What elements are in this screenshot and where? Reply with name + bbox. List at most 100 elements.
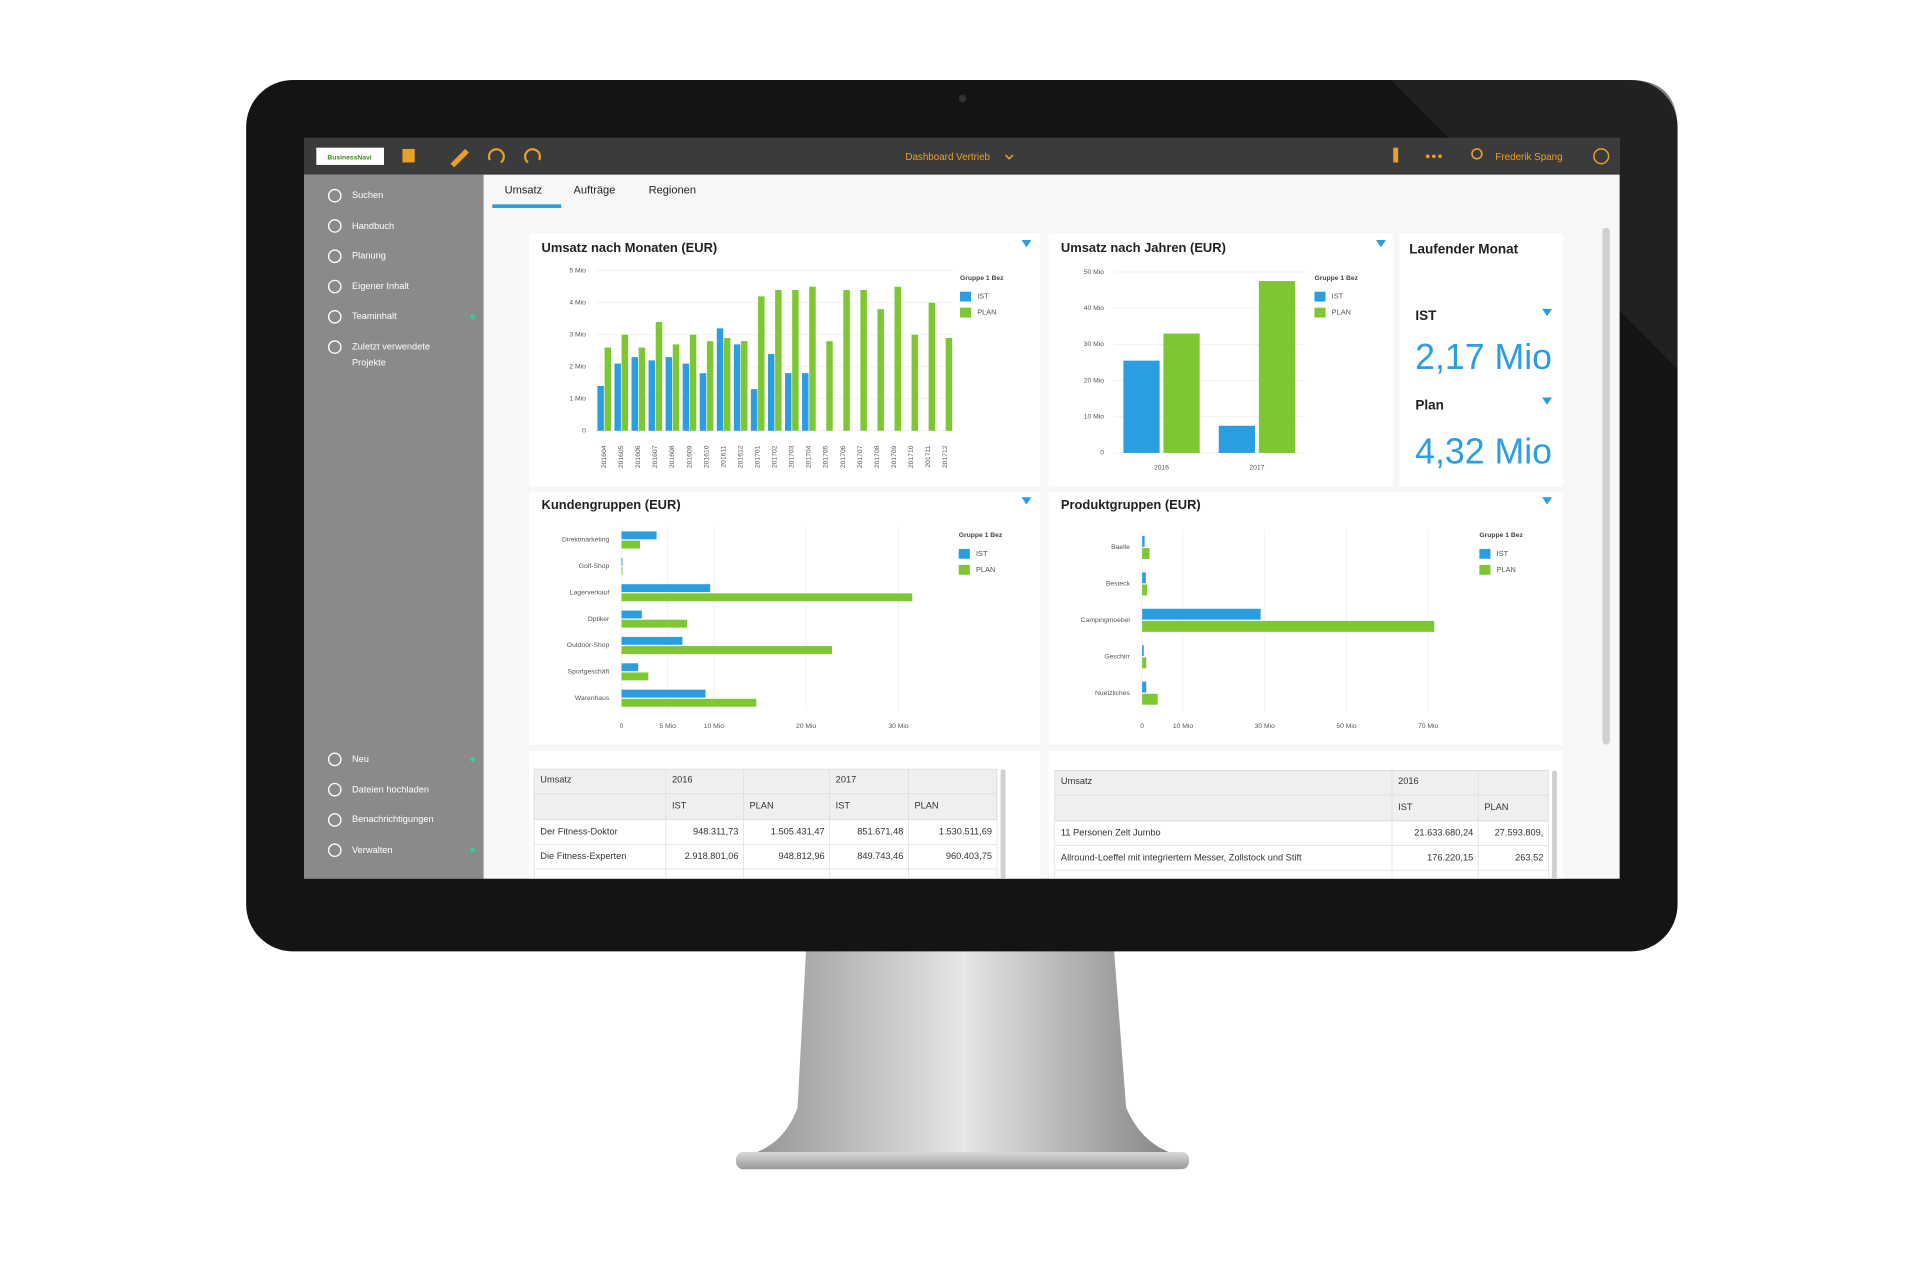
bar[interactable] xyxy=(614,363,621,431)
tab[interactable]: Regionen xyxy=(649,185,696,197)
tab[interactable]: Umsatz xyxy=(505,185,542,197)
bar[interactable] xyxy=(621,672,649,681)
sidebar-item[interactable]: Neu xyxy=(352,751,469,785)
dashboard-name[interactable]: Dashboard Vertrieb xyxy=(905,152,990,163)
bar[interactable] xyxy=(699,373,707,431)
table-scrollbar[interactable] xyxy=(1552,770,1557,881)
sidebar-icon[interactable] xyxy=(327,309,342,324)
sidebar-label[interactable]: Teaminhalt xyxy=(352,310,397,322)
bar[interactable] xyxy=(631,357,638,431)
sidebar-item[interactable]: Planung xyxy=(352,248,469,282)
sidebar-icon[interactable] xyxy=(327,340,342,354)
help-icon[interactable] xyxy=(1593,148,1610,165)
bar[interactable] xyxy=(1142,693,1158,705)
bar[interactable] xyxy=(767,353,775,431)
sidebar-label[interactable]: Neu xyxy=(352,753,369,765)
sidebar-icon[interactable] xyxy=(327,219,342,233)
sidebar-icon[interactable] xyxy=(327,249,342,264)
bar[interactable] xyxy=(928,302,936,431)
bar[interactable] xyxy=(733,344,741,431)
edit-icon[interactable] xyxy=(450,148,469,168)
bar[interactable] xyxy=(621,531,657,540)
bar[interactable] xyxy=(792,289,799,431)
bar[interactable] xyxy=(860,289,867,431)
bar[interactable] xyxy=(621,593,913,602)
sidebar-icon[interactable] xyxy=(327,279,342,294)
bar[interactable] xyxy=(689,334,697,431)
sidebar-item[interactable]: Suchen xyxy=(352,187,469,221)
bar[interactable] xyxy=(1142,572,1146,584)
bar[interactable] xyxy=(706,341,714,431)
sidebar-label[interactable]: Zuletzt verwendete Projekte xyxy=(352,340,430,368)
user-name[interactable]: Frederik Spang xyxy=(1495,152,1562,163)
bar[interactable] xyxy=(621,663,639,672)
bar[interactable] xyxy=(604,347,612,431)
bar[interactable] xyxy=(1142,645,1144,657)
bar[interactable] xyxy=(621,540,640,549)
bar[interactable] xyxy=(621,334,629,431)
bar[interactable] xyxy=(1142,681,1147,693)
bar[interactable] xyxy=(655,321,663,431)
bar[interactable] xyxy=(1142,535,1145,547)
bar[interactable] xyxy=(682,363,690,431)
sidebar-label[interactable]: Verwalten xyxy=(352,844,393,856)
bar[interactable] xyxy=(911,334,919,431)
bar[interactable] xyxy=(1258,281,1296,453)
bar[interactable] xyxy=(621,698,757,707)
filter-icon[interactable] xyxy=(1542,308,1552,317)
bar[interactable] xyxy=(843,289,850,431)
bar[interactable] xyxy=(785,373,792,431)
redo-icon[interactable] xyxy=(524,148,541,164)
bar[interactable] xyxy=(648,360,656,431)
bar[interactable] xyxy=(809,286,816,431)
bar[interactable] xyxy=(775,289,782,431)
filter-icon[interactable] xyxy=(1542,497,1552,505)
bar[interactable] xyxy=(750,389,758,431)
bar[interactable] xyxy=(1163,333,1200,453)
filter-icon[interactable] xyxy=(1376,240,1386,248)
sidebar-item[interactable]: Zuletzt verwendete Projekte xyxy=(352,338,469,372)
dashboard-dropdown[interactable] xyxy=(1005,154,1014,160)
sidebar-item[interactable]: Dateien hochladen xyxy=(352,781,469,815)
bar[interactable] xyxy=(877,309,884,431)
bar[interactable] xyxy=(1142,584,1148,596)
sidebar-icon[interactable] xyxy=(327,843,342,858)
bar[interactable] xyxy=(621,619,688,628)
bar[interactable] xyxy=(1142,608,1261,620)
table-scrollbar[interactable] xyxy=(1000,769,1006,880)
bar[interactable] xyxy=(621,636,683,645)
bar[interactable] xyxy=(1123,360,1160,453)
sidebar-label[interactable]: Planung xyxy=(352,250,386,262)
sidebar-item[interactable]: Handbuch xyxy=(352,217,469,251)
sidebar-icon[interactable] xyxy=(327,813,342,827)
sidebar-icon[interactable] xyxy=(327,752,342,767)
bar[interactable] xyxy=(597,385,604,431)
user-icon[interactable] xyxy=(1471,148,1483,160)
sidebar-label[interactable]: Handbuch xyxy=(352,219,395,231)
bar[interactable] xyxy=(621,610,642,619)
sidebar-label[interactable]: Dateien hochladen xyxy=(352,783,429,795)
scrollbar[interactable] xyxy=(1602,227,1610,745)
bar[interactable] xyxy=(758,296,765,431)
bar[interactable] xyxy=(665,357,673,431)
bar[interactable] xyxy=(741,341,748,431)
sidebar-label[interactable]: Suchen xyxy=(352,189,384,201)
sidebar-label[interactable]: Benachrichtigungen xyxy=(352,813,434,825)
bar[interactable] xyxy=(621,557,623,566)
sidebar-icon[interactable] xyxy=(327,782,342,797)
bar[interactable] xyxy=(1142,620,1435,632)
bar[interactable] xyxy=(1142,548,1150,559)
bar[interactable] xyxy=(826,341,833,431)
sidebar-icon[interactable] xyxy=(327,188,342,203)
tab[interactable]: Aufträge xyxy=(574,185,616,197)
pin-icon[interactable] xyxy=(1393,147,1399,163)
bar[interactable] xyxy=(621,689,706,698)
filter-icon[interactable] xyxy=(1542,397,1552,405)
bar[interactable] xyxy=(672,344,680,431)
bar[interactable] xyxy=(621,566,623,575)
more-icon[interactable] xyxy=(1425,154,1430,159)
bar[interactable] xyxy=(638,347,646,431)
bar[interactable] xyxy=(621,646,832,654)
bar[interactable] xyxy=(621,584,711,593)
bar[interactable] xyxy=(1218,425,1256,453)
